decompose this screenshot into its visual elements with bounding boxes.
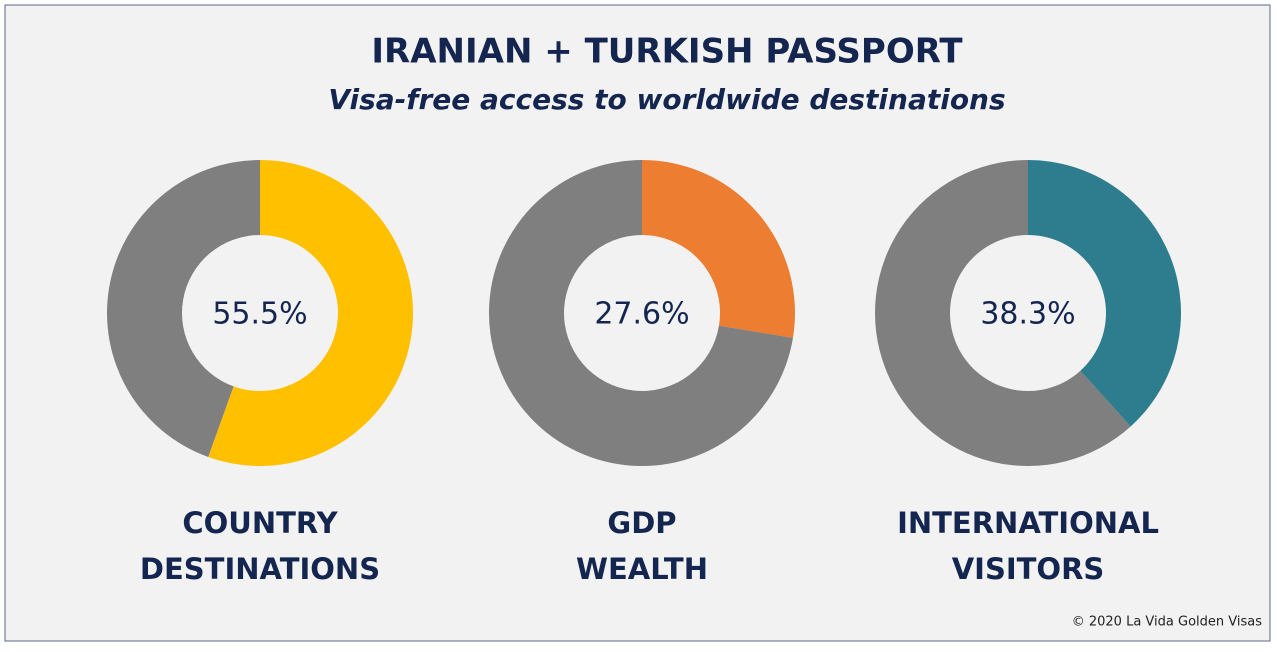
donut-label: WEALTH [576,552,708,586]
donut-segment [1028,160,1182,427]
chart-subtitle: Visa-free access to worldwide destinatio… [328,83,1005,116]
donut-label: COUNTRY [182,506,338,540]
center-label: 55.5% [212,297,307,332]
donut-label: INTERNATIONAL [897,506,1159,540]
donut-segment [489,160,793,466]
center-label: 27.6% [594,297,689,332]
donut-label: VISITORS [952,552,1105,586]
donut-label: GDP [607,506,676,540]
donut-label: DESTINATIONS [140,552,380,586]
chart-title: IRANIAN + TURKISH PASSPORT [371,32,963,72]
donut-segment [642,160,796,338]
donut-segment [875,160,1131,466]
center-label: 38.3% [980,297,1075,332]
credit: © 2020 La Vida Golden Visas [1072,615,1262,630]
background [4,4,1271,642]
donut-segment [106,160,260,457]
donut-segment [208,160,413,466]
